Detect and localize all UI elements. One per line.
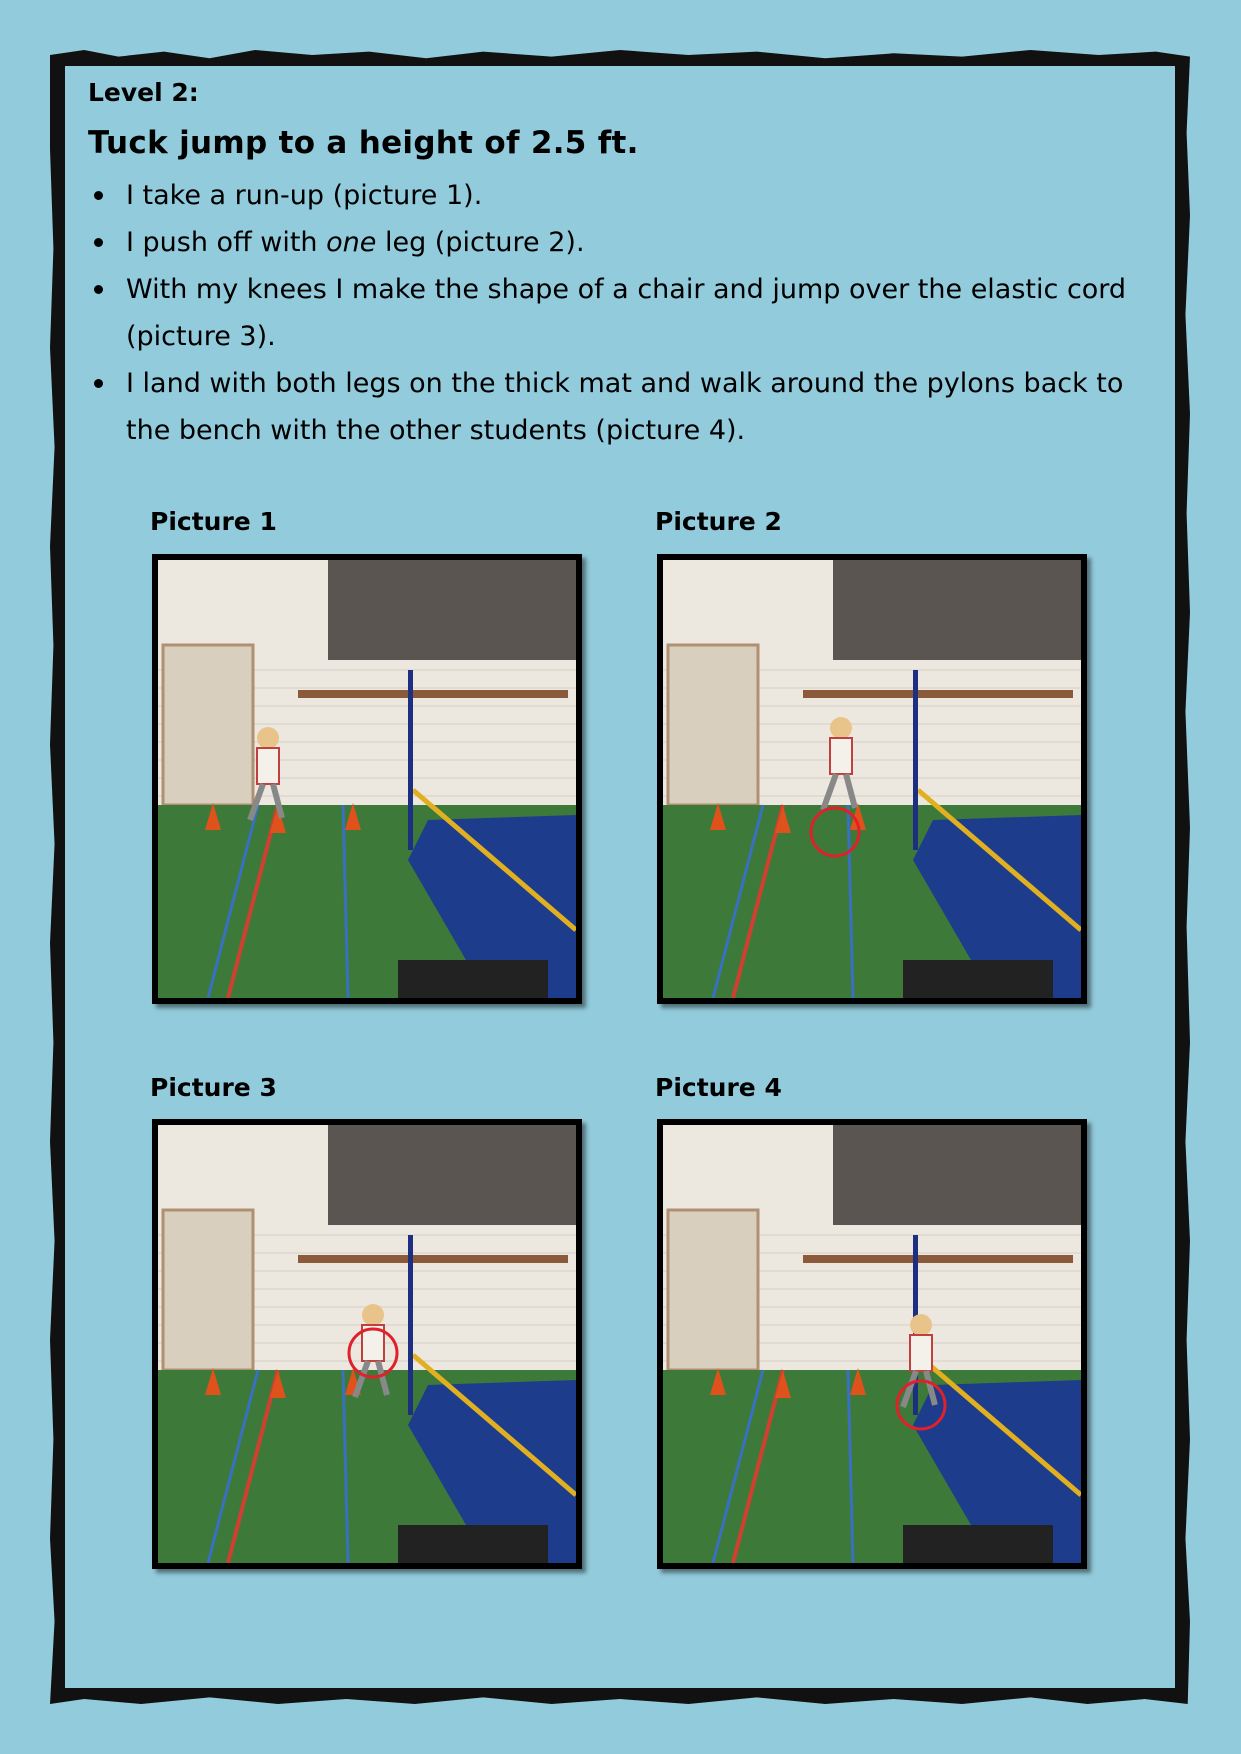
child-head <box>830 717 852 739</box>
high-jump-pole <box>408 1235 413 1415</box>
cone <box>850 1368 866 1395</box>
floor-line <box>206 1369 260 1563</box>
cone <box>710 1368 726 1395</box>
cone <box>710 803 726 830</box>
bullet-icon <box>94 285 103 294</box>
child-leg <box>270 783 285 819</box>
thick-mat <box>408 815 576 998</box>
instruction-text: leg (picture 2). <box>376 227 585 258</box>
page-title: Tuck jump to a height of 2.5 ft. <box>88 125 639 161</box>
picture-3-caption: Picture 3 <box>150 1073 277 1102</box>
picture-4-caption: Picture 4 <box>655 1073 782 1102</box>
floor-line <box>711 1369 765 1563</box>
level-label: Level 2: <box>88 78 199 107</box>
dark-wall-panel <box>328 560 576 660</box>
highlight-circle <box>809 806 861 858</box>
highlight-circle <box>347 1327 399 1379</box>
climbing-wall <box>161 1208 255 1372</box>
elastic-cord <box>916 788 1081 932</box>
floor-line <box>206 804 260 998</box>
floor-line <box>341 804 350 998</box>
picture-4-photo <box>657 1119 1087 1569</box>
thick-mat <box>913 815 1081 998</box>
floor-line <box>731 804 785 998</box>
instruction-text: With my knees I make the shape of a chai… <box>126 274 1127 352</box>
child-head <box>362 1304 384 1326</box>
highlight-circle <box>895 1379 947 1431</box>
bullet-icon <box>94 191 103 200</box>
floor-line <box>226 1369 280 1563</box>
instruction-text: I take a run-up (picture 1). <box>126 180 483 211</box>
dark-wall-panel <box>833 1125 1081 1225</box>
picture-1-caption: Picture 1 <box>150 507 277 536</box>
child-head <box>257 727 279 749</box>
picture-2-caption: Picture 2 <box>655 507 782 536</box>
wall-bar <box>298 690 568 698</box>
climbing-wall <box>161 643 255 807</box>
wall-bar <box>803 1255 1073 1263</box>
instruction-text: I land with both legs on the thick mat a… <box>126 368 1124 446</box>
cone <box>345 803 361 830</box>
elastic-cord <box>916 1353 1081 1497</box>
child-leg <box>900 1369 919 1409</box>
cone <box>270 1371 286 1398</box>
dark-wall-panel <box>328 1125 576 1225</box>
cone <box>775 1371 791 1398</box>
high-jump-pole <box>408 670 413 850</box>
child-body <box>909 1334 933 1372</box>
floor-line <box>711 804 765 998</box>
floor-line <box>731 1369 785 1563</box>
climbing-wall <box>666 643 760 807</box>
thick-mat <box>408 1380 576 1563</box>
cone <box>205 803 221 830</box>
instruction-list: I take a run-up (picture 1). I push off … <box>88 172 1148 454</box>
elastic-cord <box>411 1353 576 1497</box>
cone <box>270 806 286 833</box>
instruction-item: I push off with one leg (picture 2). <box>88 219 1148 266</box>
floor-line <box>846 1369 855 1563</box>
wall-bar <box>803 690 1073 698</box>
child-head <box>910 1314 932 1336</box>
dark-wall-panel <box>833 560 1081 660</box>
floor-line <box>846 804 855 998</box>
picture-3-photo <box>152 1119 582 1569</box>
child-leg <box>375 1360 390 1396</box>
instruction-text: I push off with <box>126 227 327 258</box>
picture-2-photo <box>657 554 1087 1004</box>
instruction-emphasis: one <box>326 227 377 258</box>
springboard <box>398 1525 548 1563</box>
floor-line <box>341 1369 350 1563</box>
instruction-item: With my knees I make the shape of a chai… <box>88 266 1148 360</box>
springboard <box>398 960 548 998</box>
picture-1-photo <box>152 554 582 1004</box>
child-leg <box>923 1370 938 1406</box>
child-leg <box>843 773 858 809</box>
child-body <box>256 747 280 785</box>
cone <box>850 803 866 830</box>
child-leg <box>247 782 266 822</box>
thick-mat <box>913 1380 1081 1563</box>
climbing-wall <box>666 1208 760 1372</box>
child-leg <box>352 1359 371 1399</box>
cone <box>775 806 791 833</box>
wall-bar <box>298 1255 568 1263</box>
instruction-item: I land with both legs on the thick mat a… <box>88 360 1148 454</box>
child-body <box>361 1324 385 1362</box>
elastic-cord <box>411 788 576 932</box>
instruction-item: I take a run-up (picture 1). <box>88 172 1148 219</box>
springboard <box>903 960 1053 998</box>
child-leg <box>820 772 839 812</box>
floor-line <box>226 804 280 998</box>
springboard <box>903 1525 1053 1563</box>
high-jump-pole <box>913 670 918 850</box>
bullet-icon <box>94 379 103 388</box>
child-body <box>829 737 853 775</box>
bullet-icon <box>94 238 103 247</box>
cone <box>205 1368 221 1395</box>
